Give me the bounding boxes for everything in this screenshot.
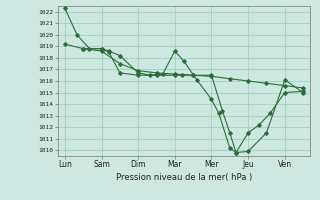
X-axis label: Pression niveau de la mer( hPa ): Pression niveau de la mer( hPa )	[116, 173, 252, 182]
